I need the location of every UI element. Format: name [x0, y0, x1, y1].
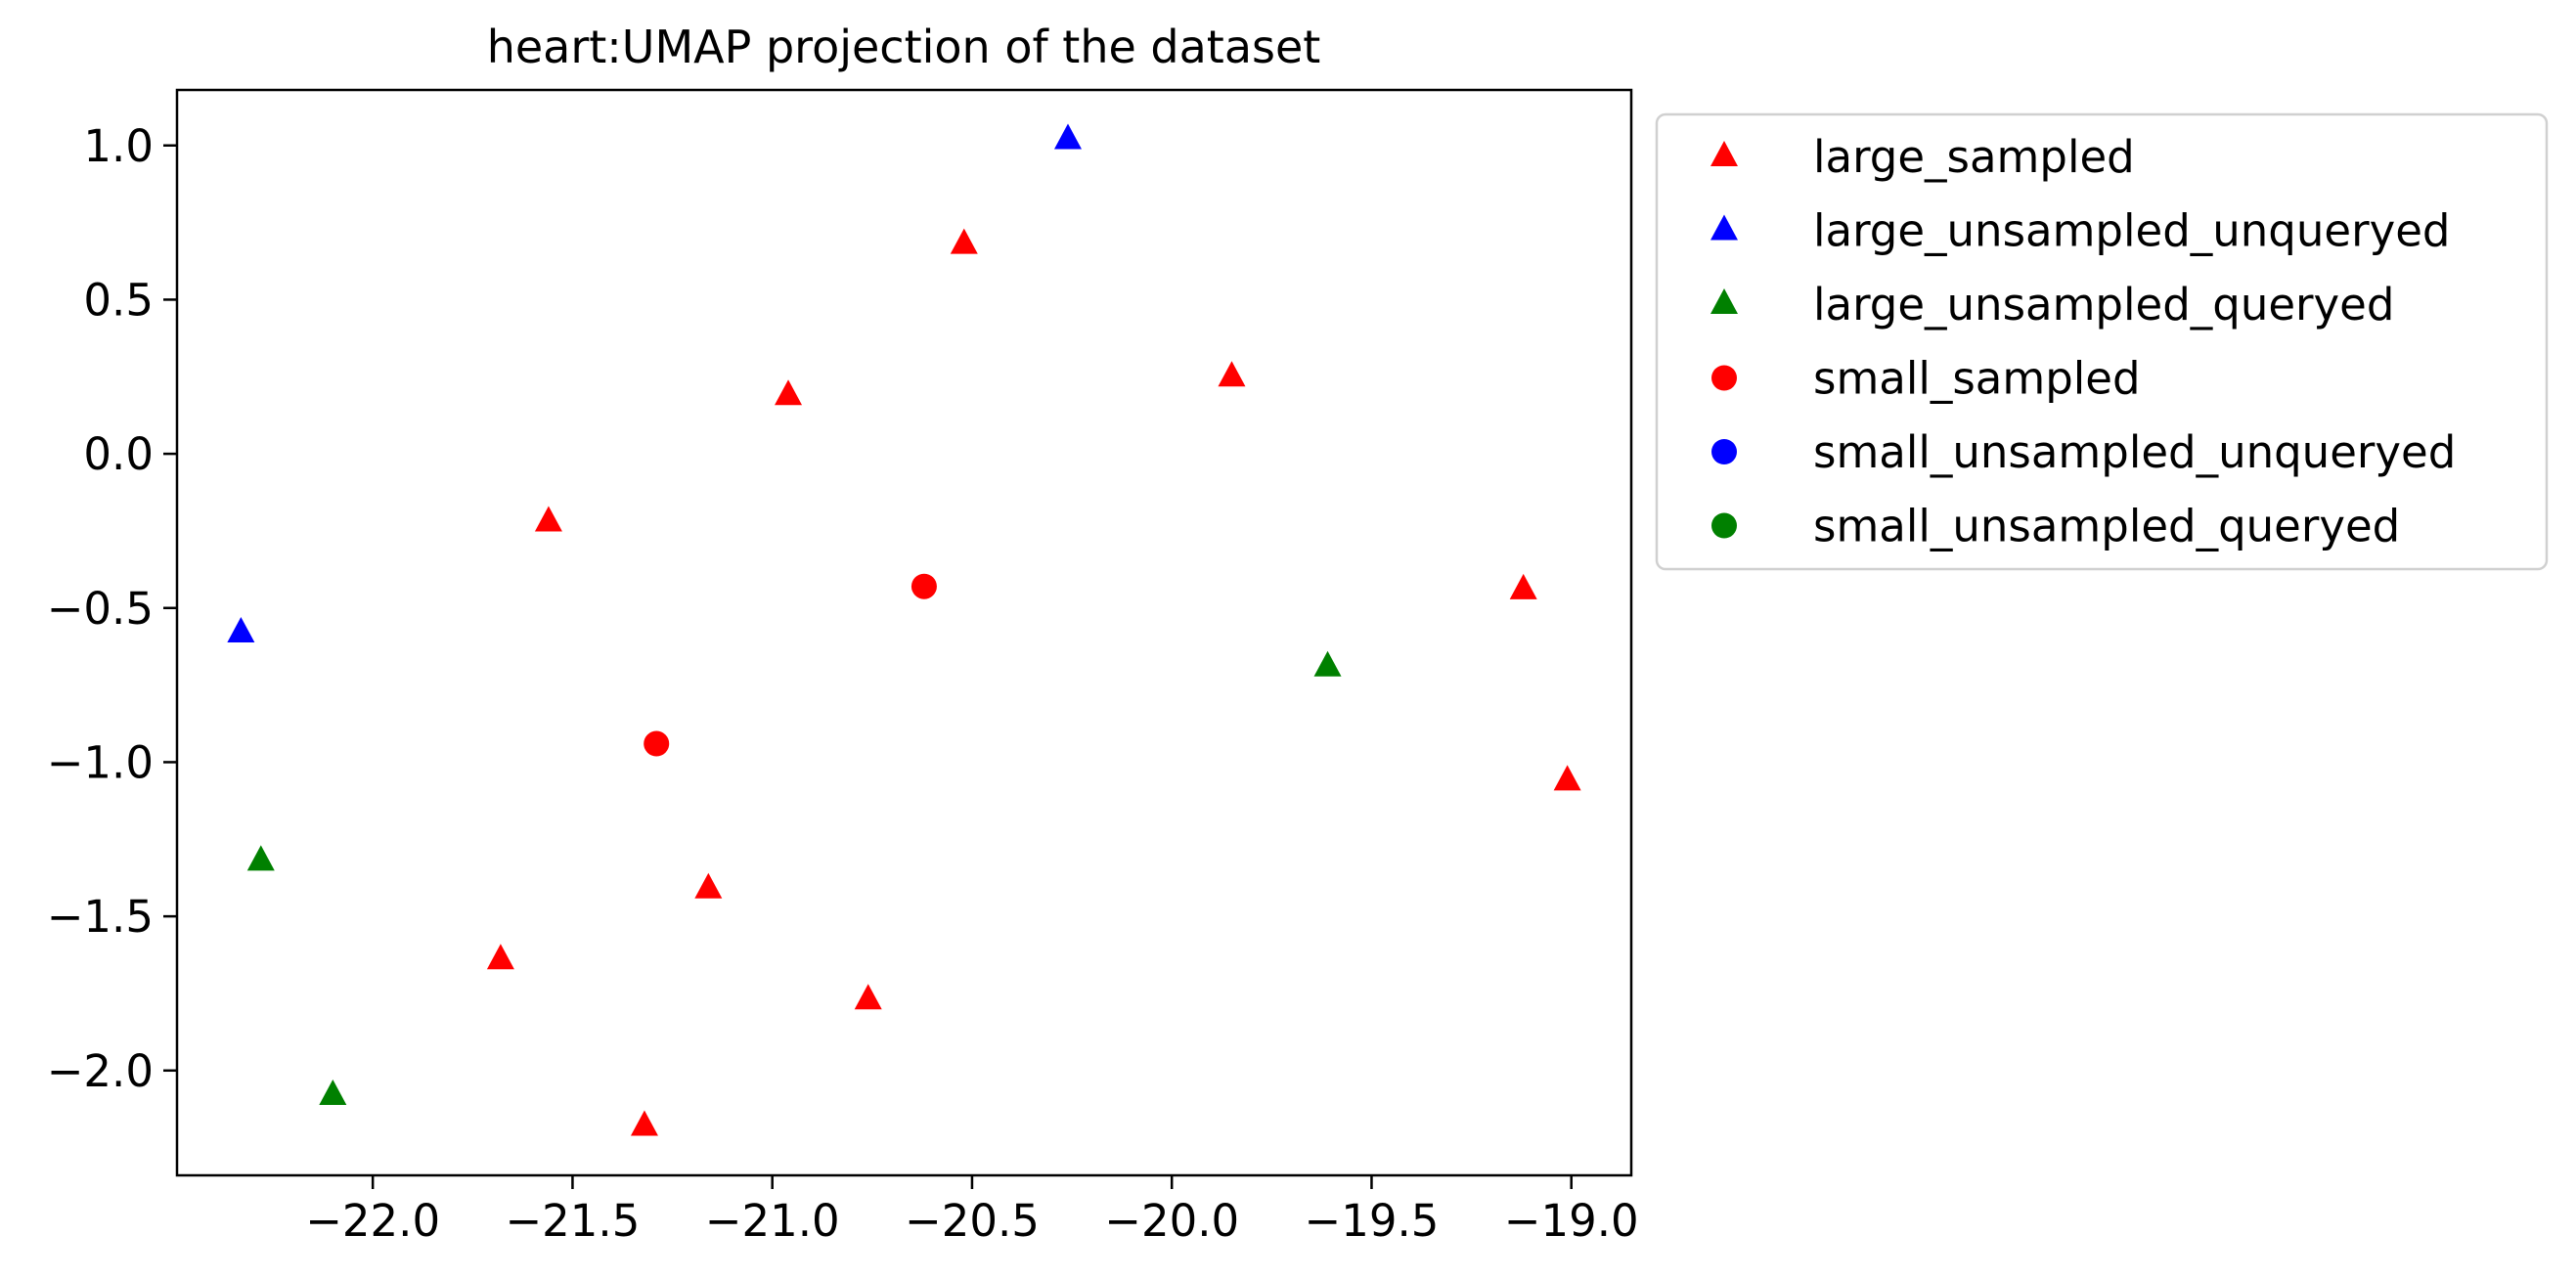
- x-tick-label: −22.0: [305, 1195, 440, 1247]
- legend-marker-small-unsampled-unqueryed: [1711, 439, 1737, 464]
- legend-label: large_sampled: [1813, 131, 2135, 183]
- x-tick-label: −20.0: [1104, 1195, 1239, 1247]
- plot-points: [227, 123, 1581, 1136]
- data-point-large-sampled: [854, 984, 882, 1010]
- data-point-large-unsampled-queryed: [1313, 650, 1342, 677]
- y-tick-label: −1.5: [47, 891, 154, 943]
- y-tick-label: −2.0: [47, 1045, 154, 1097]
- data-point-small-sampled: [910, 573, 937, 599]
- legend-marker-large-unsampled-unqueryed: [1710, 214, 1738, 241]
- data-point-large-sampled: [630, 1110, 658, 1136]
- data-point-large-sampled: [775, 379, 803, 406]
- x-tick-label: −19.5: [1305, 1195, 1440, 1247]
- legend-label: large_unsampled_unqueryed: [1813, 205, 2450, 257]
- data-point-large-sampled: [950, 228, 978, 254]
- legend-marker-large-sampled: [1710, 141, 1738, 166]
- legend-marker-large-unsampled-queryed: [1710, 288, 1738, 314]
- data-point-large-sampled: [1218, 361, 1246, 387]
- x-tick-label: −20.5: [905, 1195, 1040, 1247]
- legend-label: small_unsampled_unqueryed: [1813, 426, 2456, 478]
- data-point-large-sampled: [1509, 573, 1537, 599]
- legend-marker-small-sampled: [1711, 365, 1737, 391]
- y-tick-label: −0.5: [47, 583, 154, 635]
- data-point-large-sampled: [1553, 765, 1581, 791]
- plot-area-frame: [175, 88, 1633, 1177]
- legend: large_sampled large_unsampled_unqueryedla…: [1655, 112, 2549, 571]
- legend-marker-small-unsampled-queryed: [1711, 512, 1737, 539]
- data-point-large-unsampled-queryed: [246, 845, 275, 871]
- x-tick-label: −19.0: [1504, 1195, 1639, 1247]
- x-tick-label: −21.0: [705, 1195, 840, 1247]
- data-point-large-sampled: [694, 872, 723, 899]
- legend-box: [1655, 112, 2549, 571]
- data-point-large-sampled: [534, 506, 562, 532]
- legend-label: large_unsampled_queryed: [1813, 279, 2394, 331]
- x-tick-label: −21.5: [505, 1195, 640, 1247]
- y-tick-label: 0.5: [83, 274, 154, 326]
- data-point-large-unsampled-queryed: [319, 1080, 347, 1106]
- legend-label: small_unsampled_queryed: [1813, 501, 2400, 552]
- y-tick-label: 1.0: [83, 120, 154, 172]
- data-point-large-unsampled-unqueryed: [1053, 123, 1082, 150]
- data-point-large-sampled: [486, 944, 514, 970]
- data-point-small-sampled: [644, 730, 670, 757]
- data-point-large-unsampled-unqueryed: [227, 617, 255, 642]
- chart-title: heart:UMAP projection of the dataset: [487, 21, 1321, 73]
- y-tick-label: 0.0: [83, 428, 154, 480]
- y-axis: 1.0 0.5 0.0 −0.5 −1.0 −1.5 −2.0: [47, 120, 177, 1097]
- y-tick-label: −1.0: [47, 736, 154, 788]
- legend-label: small_sampled: [1813, 353, 2141, 405]
- x-axis: −22.0 −21.5 −21.0 −20.5 −20.0 −19.5 −19.0: [305, 1175, 1639, 1247]
